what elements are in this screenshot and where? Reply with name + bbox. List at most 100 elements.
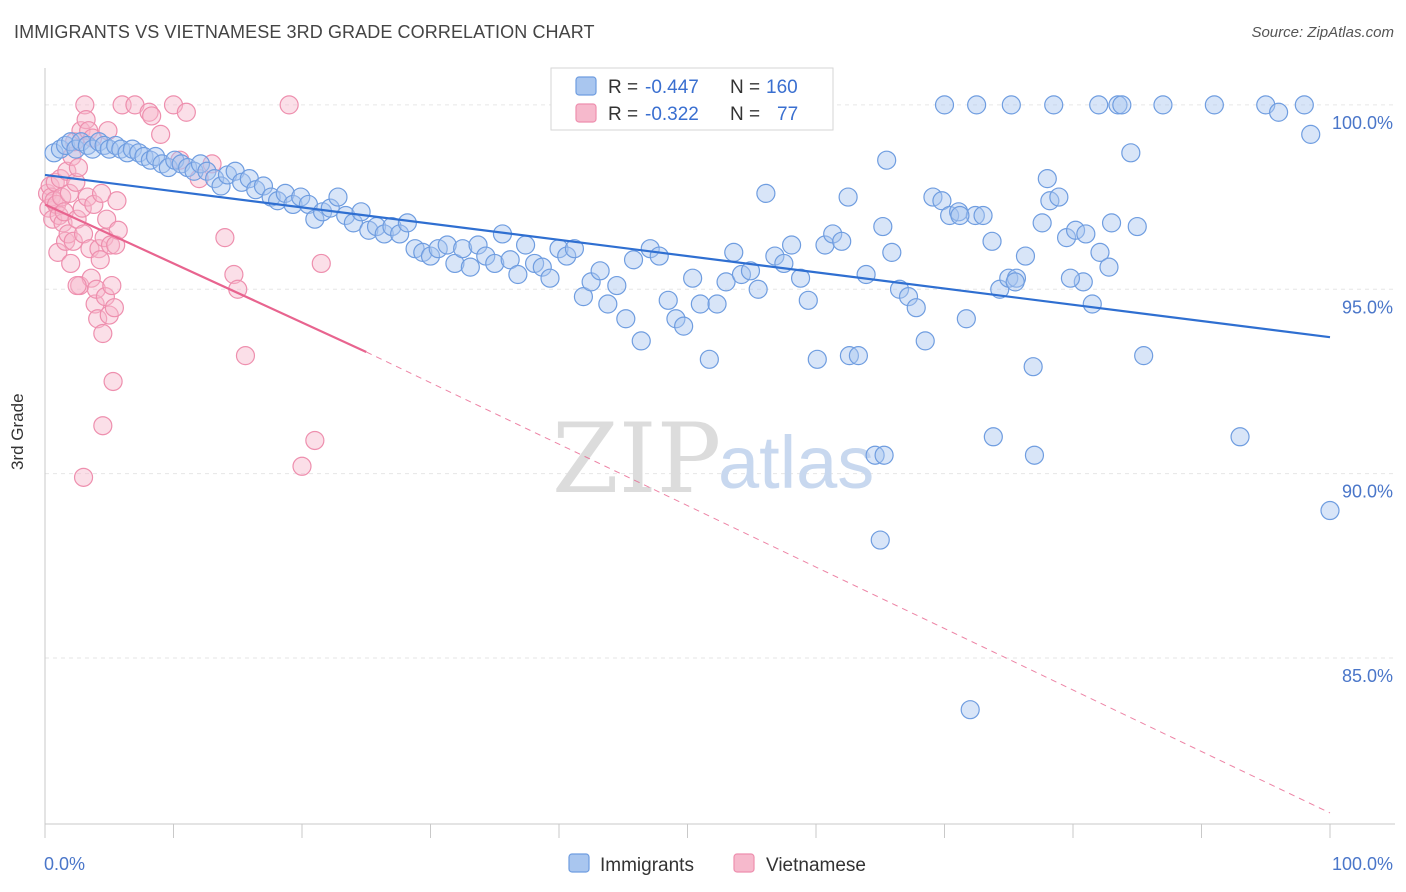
immigrants-point-7 (82, 139, 103, 159)
immigrants-point-111 (873, 216, 893, 237)
y-tick-label-0: 85.0% (1342, 666, 1393, 686)
vietnamese-point-63 (176, 102, 196, 122)
immigrants-point-80 (616, 309, 636, 329)
immigrants-point-159 (1127, 216, 1147, 237)
stats-legend: R = -0.447 N = 160 R = -0.322 N = 77 (550, 67, 834, 131)
vietnamese-point-8 (48, 242, 68, 262)
legend-vietnamese-label: Vietnamese (766, 855, 866, 876)
watermark-atlas: atlas (718, 421, 874, 504)
immigrants-point-88 (683, 268, 703, 288)
vietnamese-point-72 (305, 430, 325, 451)
immigrants-point-79 (607, 275, 627, 296)
immigrants-point-121 (956, 309, 976, 329)
immigrants-point-64 (485, 253, 505, 274)
immigrants-point-162 (1153, 95, 1173, 115)
vietnamese-point-43 (93, 323, 113, 344)
vietnamese-point-30 (76, 110, 96, 130)
vietnamese-trend-line (44, 203, 367, 353)
immigrants-point-124 (982, 231, 1002, 251)
immigrants-point-6 (77, 135, 98, 156)
immigrants-point-45 (336, 205, 356, 226)
vietnamese-point-51 (103, 371, 123, 392)
y-tick-labels: 85.0% 90.0% 95.0% 100.0% (1332, 113, 1393, 686)
immigrants-point-114 (898, 287, 919, 307)
vietnamese-point-71 (292, 456, 312, 476)
immigrants-point-85 (658, 290, 678, 310)
immigrants-point-155 (1044, 95, 1064, 115)
immigrants-point-17 (140, 150, 160, 170)
immigrants-point-102 (798, 290, 818, 310)
chart-title: IMMIGRANTS VS VIETNAMESE 3RD GRADE CORRE… (14, 22, 595, 42)
immigrants-point-122 (965, 205, 985, 226)
immigrants-point-41 (305, 209, 325, 229)
vietnamese-point-42 (91, 183, 112, 203)
immigrants-point-163 (1204, 95, 1224, 115)
vietnamese-n-label: N = (730, 104, 760, 125)
vietnamese-point-39 (88, 309, 108, 329)
immigrants-point-93 (724, 242, 744, 262)
immigrants-point-145 (1024, 445, 1045, 465)
immigrants-point-19 (152, 154, 172, 174)
legend-vietnamese-swatch (733, 853, 755, 873)
vietnamese-point-50 (102, 275, 122, 296)
immigrants-point-158 (1121, 143, 1141, 163)
immigrants-point-91 (707, 294, 727, 314)
immigrants-point-2 (55, 135, 76, 156)
immigrants-point-106 (832, 231, 852, 251)
vietnamese-point-17 (59, 183, 80, 203)
immigrants-point-56 (420, 246, 441, 266)
vietnamese-point-24 (68, 157, 89, 178)
immigrants-point-61 (460, 257, 480, 277)
immigrants-point-87 (674, 316, 694, 336)
immigrants-point-169 (1301, 124, 1321, 144)
immigrants-point-51 (382, 216, 402, 237)
immigrants-point-12 (111, 139, 131, 159)
immigrants-point-136 (1082, 294, 1102, 314)
immigrants-point-141 (874, 445, 894, 465)
immigrants-point-108 (848, 346, 869, 366)
immigrants-point-130 (1032, 213, 1052, 233)
vietnamese-point-18 (61, 253, 81, 274)
immigrants-point-84 (649, 246, 669, 266)
immigrants-point-62 (468, 235, 488, 255)
immigrants-point-14 (122, 139, 142, 159)
immigrants-point-143 (983, 427, 1003, 447)
immigrants-point-161 (1134, 346, 1154, 366)
immigrants-point-116 (915, 331, 935, 351)
vietnamese-point-73 (311, 253, 331, 274)
immigrants-point-149 (1101, 213, 1122, 233)
immigrants-point-73 (557, 246, 577, 266)
vietnamese-r-label: R = (608, 104, 638, 125)
vietnamese-point-67 (224, 264, 244, 285)
immigrants-point-142 (950, 205, 970, 226)
immigrants-point-71 (540, 268, 560, 288)
vietnamese-point-70 (279, 95, 299, 115)
immigrants-n-value: 160 (766, 77, 798, 98)
vietnamese-point-54 (107, 191, 127, 211)
immigrants-point-148 (1076, 224, 1096, 244)
immigrants-point-129 (1023, 357, 1043, 377)
immigrants-point-96 (748, 279, 768, 299)
immigrants-point-25 (190, 154, 211, 174)
immigrants-point-150 (838, 187, 858, 207)
immigrants-point-126 (999, 268, 1019, 288)
vietnamese-swatch (575, 103, 597, 123)
y-tick-label-1: 90.0% (1342, 482, 1393, 502)
vietnamese-point-27 (72, 198, 92, 218)
immigrants-point-86 (666, 309, 686, 329)
vietnamese-point-69 (235, 346, 256, 366)
immigrants-point-115 (906, 298, 926, 318)
immigrants-point-139 (870, 530, 890, 550)
vietnamese-trend-extension (366, 351, 1331, 814)
vietnamese-point-31 (77, 187, 98, 207)
immigrants-r-value: -0.447 (645, 77, 699, 98)
immigrants-point-132 (1049, 187, 1069, 207)
immigrants-point-90 (699, 349, 719, 369)
immigrants-point-101 (790, 268, 811, 288)
immigrants-point-152 (934, 95, 955, 115)
immigrants-point-18 (145, 146, 166, 167)
immigrants-point-66 (500, 250, 520, 270)
trend-lines (44, 173, 1331, 814)
immigrants-point-81 (623, 250, 644, 270)
immigrants-point-123 (973, 205, 993, 226)
